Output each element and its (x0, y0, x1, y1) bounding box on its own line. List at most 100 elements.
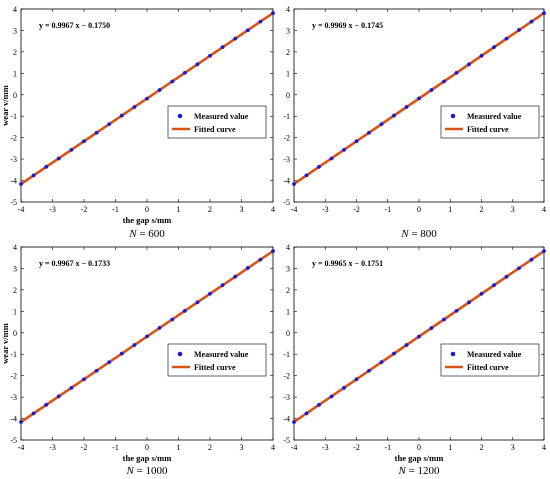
y-tick-label: -5 (10, 436, 17, 445)
measured-point (292, 420, 296, 424)
legend-marker-icon (450, 351, 456, 357)
measured-point (429, 88, 434, 92)
y-tick-label: -5 (283, 198, 290, 207)
caption-value: = 600 (137, 228, 166, 240)
x-tick-label: 1 (177, 205, 181, 214)
y-tick-label: 0 (286, 329, 290, 338)
y-tick-label: 2 (13, 286, 17, 295)
measured-point (19, 420, 23, 424)
measured-point (132, 343, 137, 347)
caption-value: = 1000 (134, 465, 168, 477)
caption-value: = 800 (409, 228, 438, 240)
measured-point (107, 122, 112, 127)
x-tick-label: 3 (511, 205, 515, 214)
x-tick-label: 4 (271, 443, 275, 452)
legend-box (440, 343, 540, 377)
measured-point (82, 377, 86, 382)
y-tick-label: -1 (283, 112, 290, 121)
legend-marker-icon (177, 351, 183, 357)
measured-point (454, 309, 459, 313)
legend: Measured value Fitted curve (440, 343, 540, 377)
x-tick-label: 3 (240, 205, 244, 214)
legend: Measured value Fitted curve (167, 343, 267, 377)
x-tick-label: -1 (384, 205, 391, 214)
measured-point (69, 385, 74, 390)
measured-point (529, 257, 534, 262)
y-tick-label: -3 (283, 155, 290, 164)
x-tick-label: 1 (448, 205, 452, 214)
measured-point (220, 283, 225, 288)
y-tick-label: 1 (13, 307, 17, 316)
measured-point (492, 283, 496, 288)
measured-point (354, 139, 359, 144)
y-tick-label: 4 (13, 5, 17, 14)
measured-point (195, 300, 200, 305)
x-axis-label: the gap s/mm (123, 453, 172, 463)
y-tick-label: -4 (10, 415, 17, 424)
caption-variable: N (125, 465, 134, 477)
x-tick-label: -4 (18, 443, 25, 452)
measured-point (170, 317, 175, 322)
measured-point (417, 96, 421, 101)
measured-point (94, 130, 99, 135)
measured-point (517, 266, 521, 271)
x-tick-label: -2 (81, 443, 88, 452)
measured-point (479, 291, 484, 296)
legend-fitted-label: Fitted curve (467, 125, 509, 134)
measured-point (56, 156, 61, 161)
panel-caption: N = 600 (128, 228, 165, 240)
x-tick-label: -4 (291, 443, 298, 452)
y-tick-label: -4 (10, 177, 17, 186)
y-tick-label: -4 (283, 177, 290, 186)
measured-point (467, 300, 471, 305)
y-tick-label: 2 (286, 48, 290, 57)
measured-point (367, 130, 371, 135)
measured-point (208, 291, 212, 296)
x-tick-label: -3 (49, 205, 56, 214)
measured-point (542, 11, 546, 15)
panel-caption: N = 1000 (125, 465, 168, 477)
fit-equation: y = 0.9969 x − 0.1745 (312, 21, 383, 30)
measured-point (529, 19, 534, 24)
x-tick-label: -1 (112, 205, 119, 214)
y-tick-label: 3 (13, 26, 17, 35)
measured-point (442, 317, 446, 322)
measured-point (44, 164, 49, 169)
measured-point (119, 113, 124, 118)
x-tick-label: 2 (208, 443, 212, 452)
y-axis-label: wear v/mm (0, 323, 10, 364)
measured-point (19, 182, 23, 186)
legend-marker-icon (450, 113, 456, 119)
measured-point (492, 45, 496, 50)
caption-variable: N (397, 465, 406, 477)
measured-point (271, 11, 275, 15)
measured-point (417, 334, 421, 339)
measured-point (31, 173, 36, 178)
measured-point (367, 368, 371, 373)
measured-point (245, 266, 250, 270)
x-tick-label: 3 (511, 443, 515, 452)
x-tick-label: -3 (322, 443, 329, 452)
measured-point (182, 309, 187, 313)
x-tick-label: -3 (49, 443, 56, 452)
panel-caption: N = 1200 (397, 465, 440, 477)
measured-point (31, 411, 36, 416)
measured-point (342, 147, 346, 152)
y-axis-label: wear v/mm (0, 85, 10, 126)
legend-measured-label: Measured value (467, 112, 522, 121)
y-tick-label: 3 (13, 264, 17, 273)
legend-measured-label: Measured value (194, 112, 249, 121)
measured-point (542, 249, 546, 253)
measured-point (504, 274, 509, 279)
measured-point (69, 147, 74, 152)
y-tick-label: 4 (13, 243, 17, 252)
fit-equation: y = 0.9965 x − 0.1751 (312, 259, 383, 268)
x-tick-label: 2 (208, 205, 212, 214)
measured-point (329, 156, 334, 161)
x-tick-label: 0 (145, 443, 149, 452)
measured-point (220, 45, 225, 50)
legend-measured-label: Measured value (467, 350, 522, 359)
